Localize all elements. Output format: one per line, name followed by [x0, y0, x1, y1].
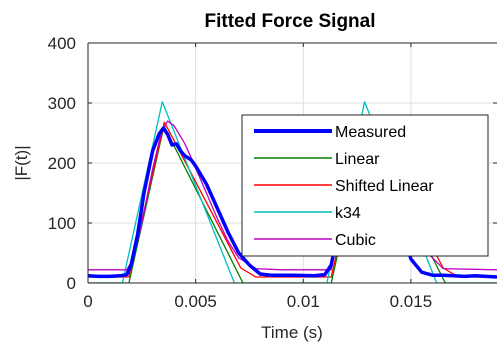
legend-label: Cubic — [335, 232, 376, 249]
series-line-shifted-linear — [88, 121, 497, 278]
x-axis-label: Time (s) — [261, 323, 323, 342]
axes-frame — [87, 42, 497, 284]
y-tick-label: 200 — [48, 154, 76, 173]
x-tick-labels: 0 0.005 0.01 0.015 — [83, 292, 432, 311]
legend-label: Measured — [335, 124, 406, 141]
x-tick-label: 0.005 — [174, 292, 217, 311]
legend: Measured Linear Shifted Linear k34 Cubic — [241, 114, 489, 257]
x-tick-label: 0.015 — [390, 292, 433, 311]
chart-title: Fitted Force Signal — [204, 11, 375, 32]
x-tick-label: 0.01 — [287, 292, 320, 311]
legend-label: Linear — [335, 151, 380, 168]
y-tick-labels: 0 100 200 300 400 — [48, 34, 76, 293]
x-tick-label: 0 — [83, 292, 92, 311]
legend-label: Shifted Linear — [335, 178, 434, 195]
y-tick-label: 0 — [67, 274, 76, 293]
y-tick-label: 400 — [48, 34, 76, 53]
y-axis-label: |F(t)| — [12, 145, 31, 180]
y-tick-label: 100 — [48, 214, 76, 233]
legend-label: k34 — [335, 205, 361, 222]
y-tick-label: 300 — [48, 94, 76, 113]
